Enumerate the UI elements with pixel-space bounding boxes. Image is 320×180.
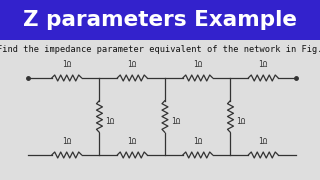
Text: Find the impedance parameter equivalent of the network in Fig.: Find the impedance parameter equivalent …: [0, 46, 320, 55]
Text: 1Ω: 1Ω: [106, 117, 115, 126]
Text: Z parameters Example: Z parameters Example: [23, 10, 297, 30]
Text: 1Ω: 1Ω: [259, 137, 268, 146]
Text: 1Ω: 1Ω: [128, 60, 137, 69]
Text: 1Ω: 1Ω: [62, 60, 71, 69]
Text: 1Ω: 1Ω: [193, 137, 202, 146]
Text: 1Ω: 1Ω: [171, 117, 180, 126]
Text: 1Ω: 1Ω: [236, 117, 246, 126]
FancyBboxPatch shape: [0, 0, 320, 40]
Text: 1Ω: 1Ω: [128, 137, 137, 146]
Text: 1Ω: 1Ω: [62, 137, 71, 146]
Text: 1Ω: 1Ω: [259, 60, 268, 69]
Text: 1Ω: 1Ω: [193, 60, 202, 69]
